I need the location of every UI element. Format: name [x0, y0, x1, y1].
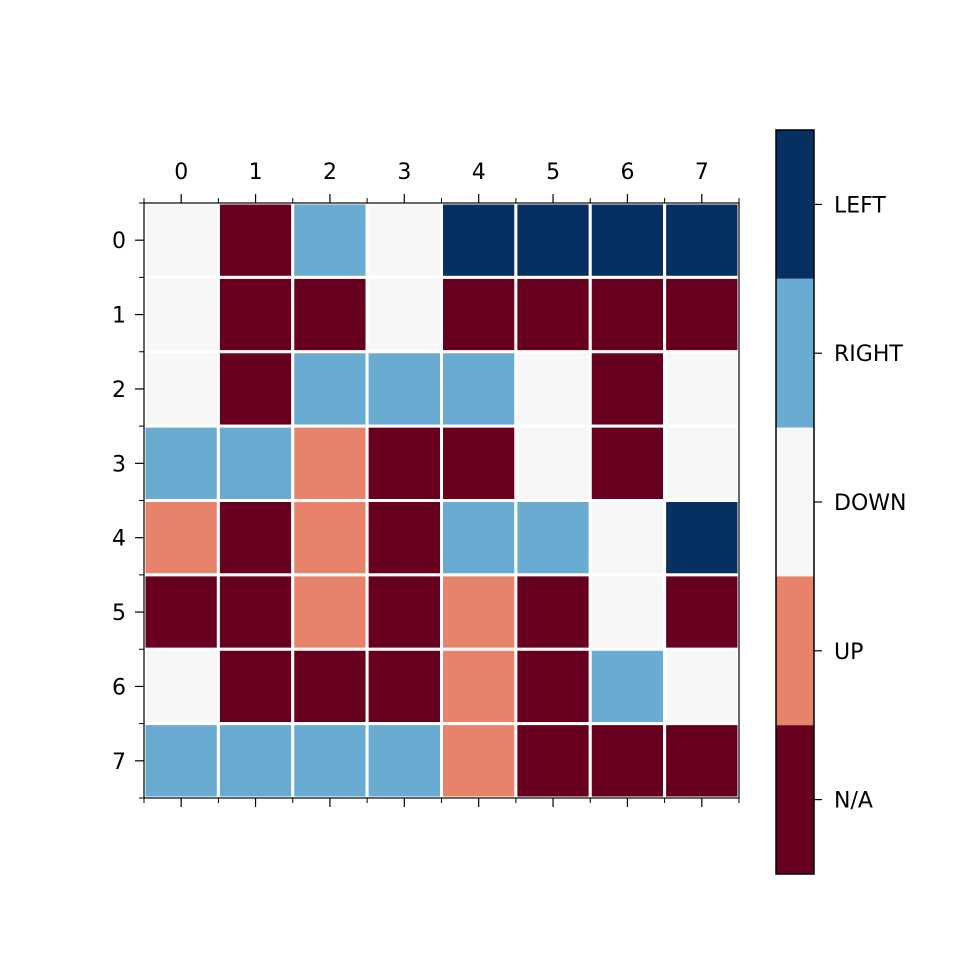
heatmap-cell-r3-c3 — [365, 424, 443, 502]
heatmap-cell-r3-c2 — [291, 424, 369, 502]
heatmap-cell-r7-c0 — [142, 722, 220, 800]
heatmap-cell-r1-c7 — [663, 275, 741, 354]
heatmap-cell-r6-c1 — [216, 647, 295, 726]
heatmap-cell-r4-c4 — [440, 499, 518, 577]
y-tick-label: 5 — [112, 601, 126, 626]
colorbar-segment-na — [776, 725, 814, 874]
heatmap-cell-r5-c5 — [514, 573, 592, 651]
heatmap-cell-r7-c1 — [216, 722, 295, 800]
heatmap-cell-r4-c2 — [291, 499, 369, 577]
heatmap-cell-r4-c6 — [588, 499, 667, 577]
heatmap-cell-r6-c4 — [440, 647, 518, 726]
heatmap-cell-r7-c4 — [440, 722, 518, 800]
heatmap-cell-r0-c7 — [663, 201, 741, 279]
y-tick-label: 0 — [112, 229, 126, 254]
heatmap-cell-r7-c2 — [291, 722, 369, 800]
colorbar-label: DOWN — [834, 491, 906, 516]
heatmap-cell-r2-c3 — [365, 350, 443, 428]
heatmap-cell-r3-c1 — [216, 424, 295, 502]
heatmap-cell-r4-c0 — [142, 499, 220, 577]
x-axis: 0 1 2 3 4 5 6 7 — [143, 160, 740, 807]
x-tick-label: 0 — [174, 160, 188, 185]
x-tick-label: 4 — [472, 160, 486, 185]
heatmap-cell-r2-c0 — [142, 350, 220, 428]
heatmap-cell-r0-c6 — [588, 201, 667, 279]
heatmap-cell-r5-c1 — [216, 573, 295, 651]
heatmap-cell-r1-c2 — [291, 275, 369, 354]
heatmap-cell-r5-c6 — [588, 573, 667, 651]
heatmap-cell-r5-c4 — [440, 573, 518, 651]
heatmap-cell-r2-c5 — [514, 350, 592, 428]
y-tick-label: 1 — [112, 304, 126, 329]
heatmap-cell-r3-c7 — [663, 424, 741, 502]
colorbar-frame — [775, 129, 815, 875]
heatmap-cell-r2-c4 — [440, 350, 518, 428]
heatmap-cell-r1-c4 — [440, 275, 518, 354]
colorbar-label: N/A — [834, 789, 873, 814]
heatmap-cell-r6-c0 — [142, 647, 220, 726]
y-tick-label: 6 — [112, 675, 126, 700]
heatmap-cell-r7-c6 — [588, 722, 667, 800]
heatmap-cell-r2-c7 — [663, 350, 741, 428]
heatmap-cell-r0-c1 — [216, 201, 295, 279]
heatmap-cell-r0-c0 — [142, 201, 220, 279]
heatmap-cell-r0-c2 — [291, 201, 369, 279]
colorbar-segment-right — [776, 278, 814, 428]
heatmap-cell-r3-c6 — [588, 424, 667, 502]
y-tick-label: 2 — [112, 378, 126, 403]
y-axis: 0 1 2 3 4 5 6 7 — [112, 202, 144, 799]
x-tick-label: 1 — [249, 160, 263, 185]
colorbar: LEFT RIGHT DOWN UP N/A — [775, 129, 906, 875]
colorbar-label: UP — [834, 640, 863, 665]
heatmap-cell-r2-c1 — [216, 350, 295, 428]
heatmap-cell-r5-c0 — [142, 573, 220, 651]
heatmap-cell-r6-c6 — [588, 647, 667, 726]
heatmap-cell-r6-c2 — [291, 647, 369, 726]
heatmap-cell-r7-c7 — [663, 722, 741, 800]
heatmap-cell-r2-c2 — [291, 350, 369, 428]
heatmap-cell-r1-c6 — [588, 275, 667, 354]
heatmap-cell-r5-c2 — [291, 573, 369, 651]
heatmap-cell-r4-c5 — [514, 499, 592, 577]
colorbar-segment-up — [776, 576, 814, 726]
colorbar-label: LEFT — [834, 193, 886, 218]
heatmap-cell-r0-c5 — [514, 201, 592, 279]
heatmap-cell-r7-c3 — [365, 722, 443, 800]
heatmap-cell-r5-c3 — [365, 573, 443, 651]
heatmap-cell-r4-c3 — [365, 499, 443, 577]
colorbar-segment-left — [776, 130, 814, 279]
heatmap-cell-r5-c7 — [663, 573, 741, 651]
heatmap-cell-r1-c0 — [142, 275, 220, 354]
heatmap-cell-r4-c1 — [216, 499, 295, 577]
heatmap-cell-r6-c7 — [663, 647, 741, 726]
heatmap-cell-r3-c0 — [142, 424, 220, 502]
heatmap-cell-r2-c6 — [588, 350, 667, 428]
x-tick-label: 7 — [695, 160, 709, 185]
heatmap-cell-r0-c4 — [440, 201, 518, 279]
heatmap-cell-r1-c5 — [514, 275, 592, 354]
heatmap-cell-r6-c5 — [514, 647, 592, 726]
heatmap-cell-r3-c5 — [514, 424, 592, 502]
y-tick-label: 4 — [112, 527, 126, 552]
y-tick-label: 7 — [112, 750, 126, 775]
heatmap-cell-r7-c5 — [514, 722, 592, 800]
heatmap-cell-r1-c3 — [365, 275, 443, 354]
x-tick-label: 3 — [397, 160, 411, 185]
colorbar-segment-down — [776, 427, 814, 577]
heatmap-cell-r6-c3 — [365, 647, 443, 726]
heatmap-cell-r1-c1 — [216, 275, 295, 354]
heatmap-cell-r3-c4 — [440, 424, 518, 502]
colorbar-label: RIGHT — [834, 342, 903, 367]
x-tick-label: 6 — [620, 160, 634, 185]
y-tick-label: 3 — [112, 452, 126, 477]
heatmap-cell-r0-c3 — [365, 201, 443, 279]
heatmap-cell-r4-c7 — [663, 499, 741, 577]
x-tick-label: 2 — [323, 160, 337, 185]
heatmap-cells — [142, 201, 741, 800]
x-tick-label: 5 — [546, 160, 560, 185]
